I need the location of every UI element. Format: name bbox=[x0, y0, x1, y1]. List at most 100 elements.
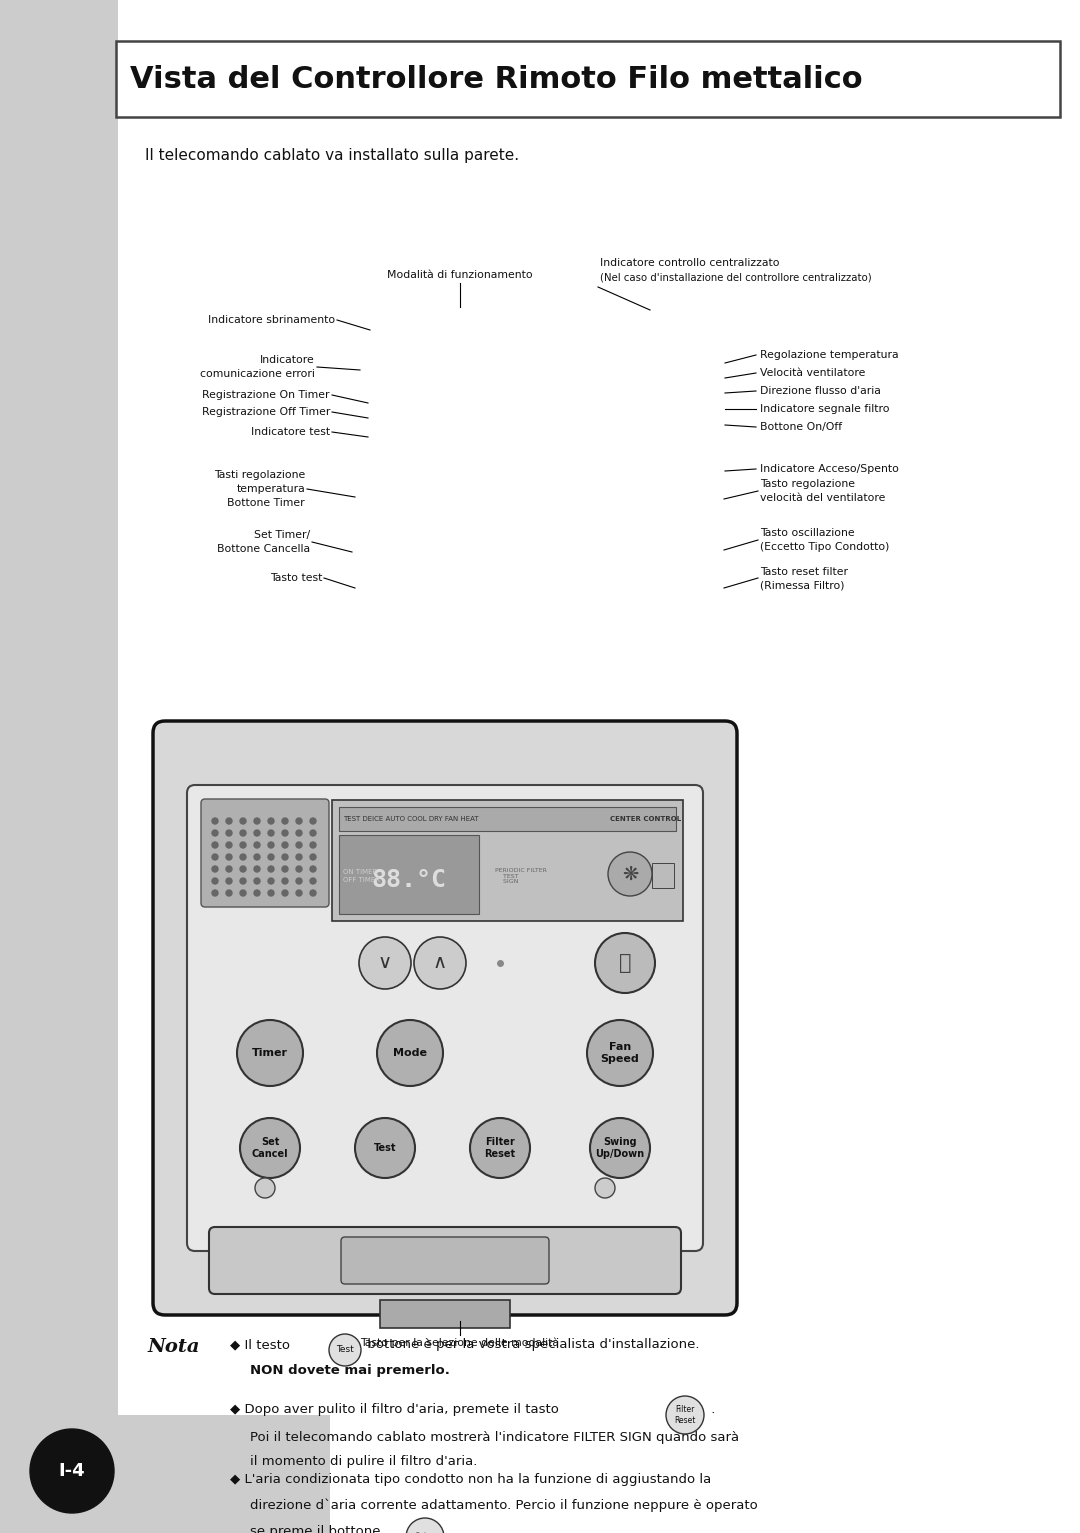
Text: Filter
Reset: Filter Reset bbox=[485, 1137, 515, 1159]
Circle shape bbox=[282, 891, 288, 895]
Circle shape bbox=[296, 878, 302, 885]
Bar bbox=[380, 1300, 510, 1328]
Circle shape bbox=[282, 878, 288, 885]
Text: il momento di pulire il filtro d'aria.: il momento di pulire il filtro d'aria. bbox=[249, 1455, 477, 1469]
Text: Swing
Up/Down: Swing Up/Down bbox=[595, 1137, 645, 1159]
Text: ◆ Dopo aver pulito il filtro d'aria, premete il tasto: ◆ Dopo aver pulito il filtro d'aria, pre… bbox=[230, 1403, 558, 1416]
Circle shape bbox=[282, 854, 288, 860]
Text: Tasto reset filter: Tasto reset filter bbox=[760, 567, 848, 576]
Circle shape bbox=[240, 819, 246, 825]
Circle shape bbox=[310, 866, 316, 872]
Text: (Nel caso d'installazione del controllore centralizzato): (Nel caso d'installazione del controllor… bbox=[600, 273, 872, 284]
Circle shape bbox=[240, 854, 246, 860]
FancyBboxPatch shape bbox=[201, 799, 329, 908]
Text: Set
Cancel: Set Cancel bbox=[252, 1137, 288, 1159]
Text: ON TIMER
OFF TIMER: ON TIMER OFF TIMER bbox=[343, 869, 380, 883]
Circle shape bbox=[310, 829, 316, 835]
Text: Tasti regolazione: Tasti regolazione bbox=[214, 471, 305, 480]
Text: Fan
Speed: Fan Speed bbox=[600, 1042, 639, 1064]
Text: Tasto per la selezione delle modalità: Tasto per la selezione delle modalità bbox=[361, 1338, 559, 1349]
Circle shape bbox=[254, 891, 260, 895]
Text: .: . bbox=[447, 1525, 456, 1533]
Text: se preme il bottone: se preme il bottone bbox=[249, 1525, 380, 1533]
Bar bbox=[339, 806, 676, 831]
Text: Filter
Reset: Filter Reset bbox=[674, 1406, 696, 1424]
Text: ◆ L'aria condizionata tipo condotto non ha la funzione di aggiustando la: ◆ L'aria condizionata tipo condotto non … bbox=[230, 1473, 712, 1485]
Circle shape bbox=[268, 891, 274, 895]
Circle shape bbox=[282, 842, 288, 848]
Circle shape bbox=[268, 866, 274, 872]
Circle shape bbox=[226, 854, 232, 860]
Text: Vista del Controllore Rimoto Filo mettalico: Vista del Controllore Rimoto Filo mettal… bbox=[130, 64, 863, 94]
Circle shape bbox=[268, 854, 274, 860]
Text: Indicatore Acceso/Spento: Indicatore Acceso/Spento bbox=[760, 464, 899, 474]
Circle shape bbox=[254, 878, 260, 885]
Circle shape bbox=[240, 878, 246, 885]
Text: Regolazione temperatura: Regolazione temperatura bbox=[760, 350, 899, 360]
Circle shape bbox=[254, 819, 260, 825]
Text: Registrazione On Timer: Registrazione On Timer bbox=[203, 389, 330, 400]
Circle shape bbox=[226, 819, 232, 825]
Text: I-4: I-4 bbox=[58, 1462, 85, 1479]
Circle shape bbox=[226, 829, 232, 835]
Circle shape bbox=[268, 819, 274, 825]
Text: ❋: ❋ bbox=[622, 865, 638, 883]
Text: Indicatore controllo centralizzato: Indicatore controllo centralizzato bbox=[600, 258, 780, 268]
Text: Indicatore test: Indicatore test bbox=[251, 428, 330, 437]
Text: Il telecomando cablato va installato sulla parete.: Il telecomando cablato va installato sul… bbox=[145, 149, 519, 162]
Bar bbox=[0, 0, 118, 1533]
FancyBboxPatch shape bbox=[187, 785, 703, 1251]
Circle shape bbox=[310, 819, 316, 825]
Text: NON dovete mai premerlo.: NON dovete mai premerlo. bbox=[249, 1364, 450, 1377]
Circle shape bbox=[268, 878, 274, 885]
Bar bbox=[0, 1415, 330, 1533]
Text: Poi il telecomando cablato mostrerà l'indicatore FILTER SIGN quando sarà: Poi il telecomando cablato mostrerà l'in… bbox=[249, 1430, 739, 1444]
Text: Mode: Mode bbox=[393, 1049, 427, 1058]
Text: ∧: ∧ bbox=[433, 954, 447, 972]
Circle shape bbox=[212, 891, 218, 895]
Text: Timer: Timer bbox=[252, 1049, 288, 1058]
Text: Velocità ventilatore: Velocità ventilatore bbox=[760, 368, 865, 379]
Circle shape bbox=[240, 842, 246, 848]
Circle shape bbox=[377, 1019, 443, 1085]
Text: Bottone On/Off: Bottone On/Off bbox=[760, 422, 842, 432]
Circle shape bbox=[310, 891, 316, 895]
Text: velocità del ventilatore: velocità del ventilatore bbox=[760, 494, 886, 503]
Text: Direzione flusso d'aria: Direzione flusso d'aria bbox=[760, 386, 881, 396]
Text: ∨: ∨ bbox=[378, 954, 392, 972]
FancyBboxPatch shape bbox=[210, 1226, 681, 1294]
Text: 88.°C: 88.°C bbox=[372, 868, 446, 892]
Circle shape bbox=[470, 1118, 530, 1177]
Circle shape bbox=[310, 854, 316, 860]
Text: comunicazione errori: comunicazione errori bbox=[200, 369, 315, 379]
Circle shape bbox=[254, 854, 260, 860]
FancyBboxPatch shape bbox=[116, 41, 1059, 117]
Circle shape bbox=[359, 937, 411, 989]
Bar bbox=[652, 863, 674, 888]
Circle shape bbox=[226, 866, 232, 872]
Circle shape bbox=[226, 842, 232, 848]
Text: Set Timer/: Set Timer/ bbox=[254, 530, 310, 540]
Circle shape bbox=[212, 854, 218, 860]
Text: ◆ Il testo: ◆ Il testo bbox=[230, 1338, 291, 1351]
Text: (Eccetto Tipo Condotto): (Eccetto Tipo Condotto) bbox=[760, 543, 889, 552]
Circle shape bbox=[296, 866, 302, 872]
Circle shape bbox=[237, 1019, 303, 1085]
Circle shape bbox=[282, 829, 288, 835]
Circle shape bbox=[296, 842, 302, 848]
Circle shape bbox=[254, 842, 260, 848]
Circle shape bbox=[310, 842, 316, 848]
Text: PERIODIC FILTER
    TEST
    SIGN: PERIODIC FILTER TEST SIGN bbox=[495, 868, 546, 885]
Circle shape bbox=[595, 934, 654, 993]
Circle shape bbox=[355, 1118, 415, 1177]
Circle shape bbox=[240, 829, 246, 835]
Text: Registrazione Off Timer: Registrazione Off Timer bbox=[202, 406, 330, 417]
Text: Test: Test bbox=[336, 1346, 354, 1355]
Circle shape bbox=[212, 819, 218, 825]
Circle shape bbox=[226, 891, 232, 895]
Text: Indicatore sbrinamento: Indicatore sbrinamento bbox=[207, 314, 335, 325]
Circle shape bbox=[212, 866, 218, 872]
Circle shape bbox=[212, 829, 218, 835]
Circle shape bbox=[329, 1334, 361, 1366]
Circle shape bbox=[268, 829, 274, 835]
